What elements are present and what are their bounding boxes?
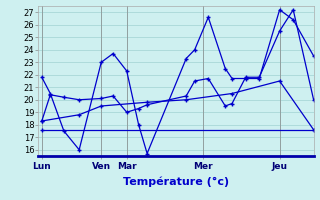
X-axis label: Température (°c): Température (°c) — [123, 176, 229, 187]
